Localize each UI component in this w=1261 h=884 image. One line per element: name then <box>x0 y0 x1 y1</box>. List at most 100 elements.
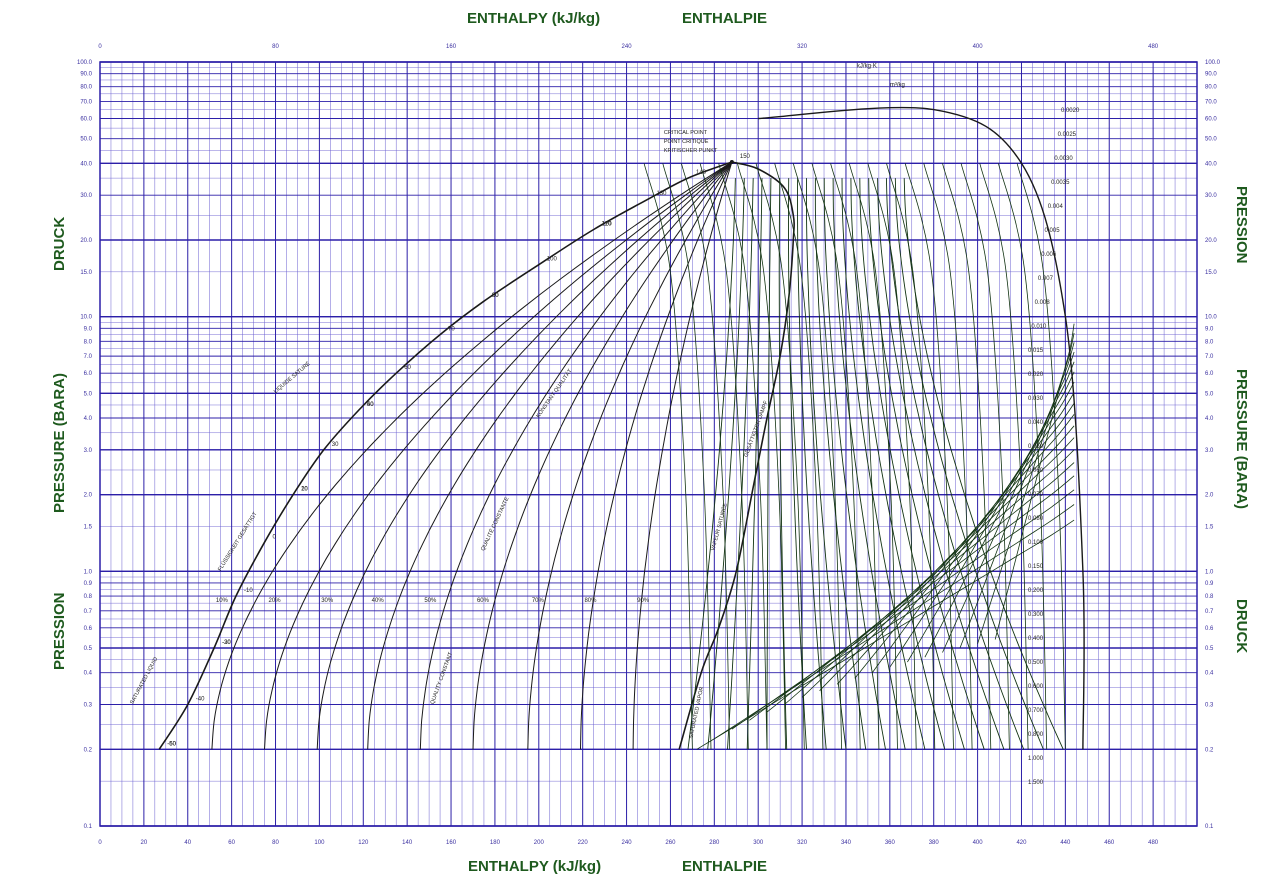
isochore-label: 0.006 <box>1041 252 1057 258</box>
isentrope-line <box>797 178 827 750</box>
isotherm-line <box>699 163 749 750</box>
bottom-axis-title-en: ENTHALPY (kJ/kg) <box>468 858 602 875</box>
critical-point-label: CRITICAL POINT <box>664 130 708 136</box>
right-tick-label: 0.6 <box>1205 626 1214 632</box>
isochore-label: 0.015 <box>1028 348 1044 354</box>
quality-label: 60% <box>477 598 490 604</box>
isochore-line <box>784 449 1075 705</box>
bottom-tick-label: 80 <box>272 840 279 846</box>
saturated-liquid-label: LIQUIDE SATURÉ <box>272 360 312 395</box>
isochore-label: 0.0030 <box>1054 156 1073 162</box>
quality-line <box>632 161 733 750</box>
critical-point-marker <box>729 159 734 164</box>
left-tick-label: 90.0 <box>80 72 92 78</box>
top-axis-title-en: ENTHALPY (kJ/kg) <box>467 10 601 27</box>
bottom-tick-label: 180 <box>490 840 501 846</box>
left-tick-label: 0.1 <box>84 824 93 830</box>
plot-frame <box>99 61 1198 827</box>
curves <box>158 106 1085 750</box>
left-tick-label: 80.0 <box>80 85 92 91</box>
right-tick-label: 7.0 <box>1205 354 1214 360</box>
top-tick-label: 400 <box>973 44 984 50</box>
isotherm-label: -20 <box>222 640 231 646</box>
left-tick-label: 4.0 <box>84 416 93 422</box>
isotherm-label: -50 <box>167 741 176 747</box>
isotherm-line <box>811 163 861 750</box>
left-tick-label: 5.0 <box>84 391 93 397</box>
isotherm-line <box>923 163 973 750</box>
quality-label: 40% <box>372 598 385 604</box>
isotherm-line <box>830 163 880 750</box>
right-tick-label: 6.0 <box>1205 371 1214 377</box>
isochore-label: 0.300 <box>1028 612 1044 618</box>
bottom-tick-label: 420 <box>1016 840 1027 846</box>
isentrope-line <box>894 178 1044 750</box>
left-tick-label: 8.0 <box>84 339 93 345</box>
left-tick-label: 20.0 <box>80 238 92 244</box>
left-tick-label: 6.0 <box>84 371 93 377</box>
right-tick-label: 8.0 <box>1205 339 1214 345</box>
right-tick-label: 15.0 <box>1205 270 1217 276</box>
isochore-label: 0.200 <box>1028 588 1044 594</box>
isochore-label: 1.500 <box>1028 780 1044 786</box>
isochore-label: 0.0020 <box>1061 108 1080 114</box>
isochore-label: 0.030 <box>1028 396 1044 402</box>
isentrope-line <box>766 178 772 750</box>
bottom-tick-label: 60 <box>228 840 235 846</box>
isochore-label: 0.050 <box>1028 444 1044 450</box>
isentrope-line <box>823 178 886 750</box>
isotherm-label: 110 <box>602 221 612 227</box>
quality-line <box>580 161 733 750</box>
left-tick-label: 15.0 <box>80 270 92 276</box>
isochore-label: 0.080 <box>1028 516 1044 522</box>
isotherm-line <box>718 163 768 750</box>
critical-point-label: KRITISCHER PUNKT <box>664 148 718 154</box>
left-tick-label: 1.0 <box>84 569 93 575</box>
isotherm-line <box>998 163 1048 750</box>
isotherm-label: 140 <box>696 170 707 176</box>
isotherm-line <box>867 163 917 750</box>
quality-label: 10% <box>216 598 229 604</box>
isentrope-line <box>687 178 736 750</box>
isotherm-label: 90 <box>492 293 499 299</box>
left-tick-label: 3.0 <box>84 448 93 454</box>
isotherm-label: 10 <box>301 487 308 493</box>
critical-point-label: POINT CRITIQUE <box>664 139 709 145</box>
left-tick-label: 70.0 <box>80 99 92 105</box>
top-tick-label: 0 <box>98 44 102 50</box>
isochore-line <box>889 381 1075 668</box>
isotherm-line <box>848 163 898 750</box>
isotherm-label: -10 <box>244 588 253 594</box>
isotherm-line <box>960 163 1010 750</box>
quality-label: 20% <box>269 598 282 604</box>
right-tick-label: 4.0 <box>1205 416 1214 422</box>
isotherm-line <box>979 163 1029 750</box>
isentrope-line <box>868 178 985 750</box>
bottom-tick-label: 400 <box>973 840 984 846</box>
isotherm-line <box>643 163 693 750</box>
left-tick-label: 0.8 <box>84 594 93 600</box>
quality-line <box>316 161 733 750</box>
right-tick-label: 0.1 <box>1205 824 1214 830</box>
left-tick-label: 40.0 <box>80 161 92 167</box>
isotherm-label: 30 <box>332 442 339 448</box>
isochore-label: 0.007 <box>1038 276 1054 282</box>
isochore-line <box>731 489 1075 730</box>
right-tick-label: 80.0 <box>1205 85 1217 91</box>
bottom-tick-label: 200 <box>534 840 545 846</box>
isotherm-label: 70 <box>448 327 455 333</box>
isochore-label: 0.500 <box>1028 660 1044 666</box>
left-tick-label: 10.0 <box>80 315 92 321</box>
isentrope-line <box>885 178 1025 750</box>
isotherm-line <box>681 163 731 750</box>
top-tick-label: 80 <box>272 44 279 50</box>
quality-label: 30% <box>321 598 334 604</box>
isotherm-label: -60 <box>167 741 176 747</box>
top-tick-label: 480 <box>1148 44 1159 50</box>
isochore-label: 0.0025 <box>1058 132 1077 138</box>
isentrope-line <box>814 178 867 750</box>
right-tick-label: 90.0 <box>1205 72 1217 78</box>
isochore-label: 0.150 <box>1028 564 1044 570</box>
top-tick-label: 320 <box>797 44 808 50</box>
isochore-line <box>766 462 1075 713</box>
